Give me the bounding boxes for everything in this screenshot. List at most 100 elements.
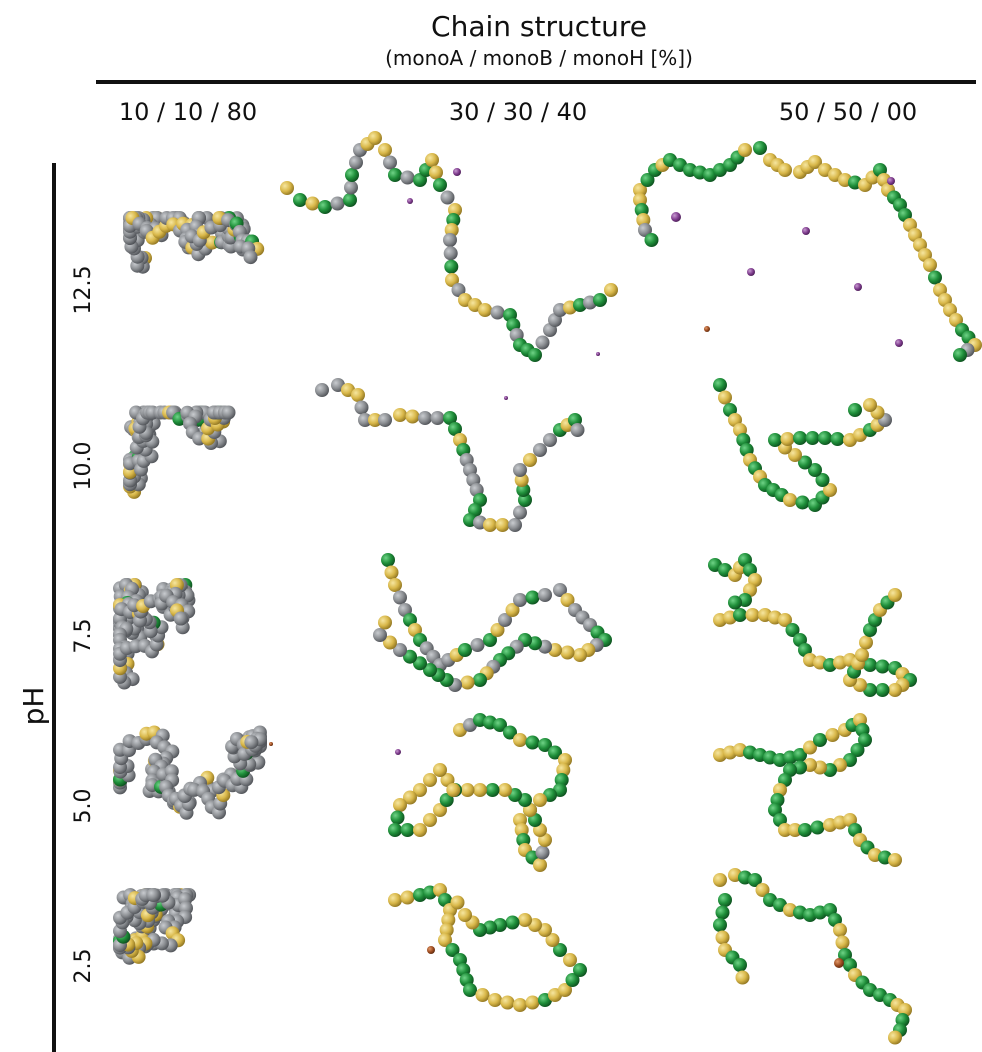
yellow-bead	[715, 930, 730, 945]
grey-bead	[440, 190, 455, 205]
yellow-bead	[478, 303, 492, 317]
yellow-bead	[438, 933, 452, 947]
yellow-bead	[490, 623, 505, 637]
yellow-bead	[823, 483, 837, 497]
yellow-bead	[368, 131, 382, 145]
yellow-bead	[450, 895, 465, 910]
green-bead	[573, 963, 587, 977]
counter-ion-purple	[504, 396, 508, 400]
yellow-bead	[523, 453, 537, 467]
yellow-bead	[378, 615, 392, 630]
yellow-bead	[783, 493, 797, 507]
yellow-bead	[718, 390, 732, 405]
yellow-bead	[560, 645, 575, 660]
grey-bead	[393, 643, 407, 657]
yellow-bead	[780, 432, 795, 446]
green-bead	[485, 783, 500, 797]
counter-ion-brown	[834, 958, 844, 968]
green-bead	[793, 431, 807, 445]
yellow-bead	[423, 773, 437, 787]
green-bead	[593, 293, 607, 307]
yellow-bead	[400, 890, 415, 905]
green-bead	[538, 738, 552, 752]
green-bead	[345, 168, 359, 182]
yellow-bead	[745, 608, 760, 622]
yellow-bead	[460, 675, 475, 690]
yellow-bead	[778, 823, 792, 837]
grey-bead	[638, 223, 652, 237]
counter-ion-purple	[802, 227, 810, 235]
yellow-bead	[498, 783, 512, 797]
green-bead	[473, 673, 487, 687]
green-bead	[525, 590, 540, 605]
yellow-bead	[835, 935, 850, 950]
grey-bead	[173, 611, 188, 626]
green-bead	[863, 658, 877, 672]
green-bead	[795, 495, 810, 510]
green-bead	[390, 810, 405, 825]
green-bead	[403, 649, 417, 664]
yellow-bead	[488, 993, 502, 1007]
yellow-bead	[788, 823, 802, 837]
green-bead	[343, 193, 357, 207]
yellow-bead	[778, 613, 792, 627]
grey-bead	[535, 845, 550, 860]
green-bead	[463, 983, 477, 997]
yellow-bead	[855, 648, 869, 662]
green-bead	[423, 663, 437, 677]
yellow-bead	[604, 283, 618, 297]
yellow-bead	[425, 153, 439, 167]
yellow-bead	[446, 783, 461, 797]
green-bead	[713, 918, 727, 932]
yellow-bead	[405, 409, 420, 424]
green-bead	[793, 748, 807, 762]
green-bead	[748, 873, 762, 887]
grey-bead	[430, 411, 445, 425]
green-bead	[815, 473, 830, 487]
yellow-bead	[429, 165, 443, 180]
figure-subtitle: (monoA / monoB / monoH [%])	[385, 46, 693, 70]
green-bead	[503, 725, 517, 740]
green-bead	[318, 200, 332, 214]
green-bead	[445, 943, 460, 957]
green-bead	[528, 348, 542, 362]
green-bead	[388, 168, 402, 182]
grey-bead	[513, 593, 527, 607]
yellow-bead	[560, 593, 575, 607]
green-bead	[553, 943, 567, 957]
grey-bead	[349, 155, 363, 170]
green-bead	[875, 659, 890, 674]
green-bead	[640, 173, 655, 187]
yellow-bead	[863, 398, 877, 412]
grey-bead	[315, 383, 329, 397]
green-bead	[293, 193, 307, 207]
green-bead	[850, 743, 865, 757]
yellow-bead	[825, 728, 840, 742]
yellow-bead	[778, 163, 792, 177]
counter-ion-brown	[269, 742, 273, 746]
yellow-bead	[460, 783, 475, 797]
yellow-bead	[788, 448, 802, 462]
grey-bead	[354, 400, 369, 415]
yellow-bead	[305, 196, 320, 211]
green-bead	[733, 958, 747, 972]
green-bead	[875, 683, 890, 697]
yellow-bead	[403, 790, 417, 805]
grey-bead	[378, 413, 392, 427]
green-bead	[718, 893, 732, 907]
grey-bead	[538, 588, 552, 602]
green-bead	[753, 141, 767, 155]
yellow-bead	[500, 995, 515, 1010]
yellow-bead	[808, 155, 822, 169]
column-label-3: 50 / 50 / 00	[778, 98, 918, 126]
yellow-bead	[351, 388, 365, 402]
counter-ion-purple	[854, 283, 862, 291]
yellow-bead	[833, 923, 847, 937]
green-bead	[768, 433, 782, 447]
figure-title: Chain structure	[431, 10, 647, 43]
green-bead	[439, 793, 454, 807]
green-bead	[798, 455, 812, 470]
green-bead	[448, 422, 462, 436]
grey-bead	[373, 628, 387, 642]
green-bead	[848, 403, 862, 417]
